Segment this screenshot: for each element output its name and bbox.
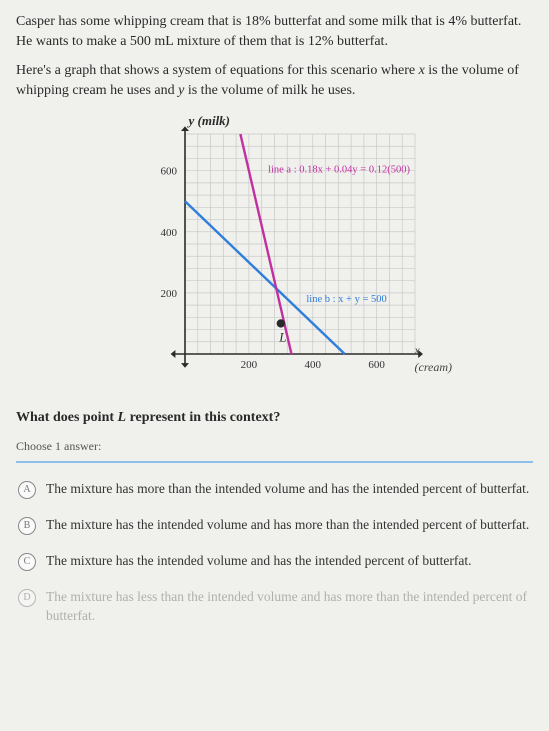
option-d-text: The mixture has less than the intended v… <box>46 587 531 626</box>
option-d[interactable]: D The mixture has less than the intended… <box>16 581 533 636</box>
svg-text:line a : 0.18x + 0.04y = 0.12(: line a : 0.18x + 0.04y = 0.12(500) <box>268 165 410 176</box>
p2a: Here's a graph that shows a system of eq… <box>16 63 419 78</box>
y-axis-label: y (milk) <box>189 112 231 130</box>
svg-text:L: L <box>278 330 286 345</box>
divider <box>16 461 533 463</box>
option-a[interactable]: A The mixture has more than the intended… <box>16 473 533 509</box>
problem-p2: Here's a graph that shows a system of eq… <box>16 61 533 100</box>
option-a-text: The mixture has more than the intended v… <box>46 479 529 499</box>
option-c-text: The mixture has the intended volume and … <box>46 551 471 571</box>
p2c: is the volume of milk he uses. <box>184 83 355 98</box>
point-name: L <box>118 410 127 425</box>
y-axis-label-text: y (milk) <box>189 113 231 128</box>
question: What does point L represent in this cont… <box>16 408 533 428</box>
svg-text:600: 600 <box>368 359 385 371</box>
choose-label: Choose 1 answer: <box>16 438 533 455</box>
option-c-bubble[interactable]: C <box>18 553 36 571</box>
option-b[interactable]: B The mixture has the intended volume an… <box>16 509 533 545</box>
chart-svg: 200 400 600 200 400 600 line a : 0.18x + 0.04y… <box>95 114 455 384</box>
x-axis-label-text: x (cream) <box>415 343 453 374</box>
option-b-bubble[interactable]: B <box>18 517 36 535</box>
x-axis-label: x (cream) <box>415 342 455 376</box>
option-c[interactable]: C The mixture has the intended volume an… <box>16 545 533 581</box>
svg-text:line b : x + y = 500: line b : x + y = 500 <box>306 294 386 305</box>
svg-text:400: 400 <box>304 359 321 371</box>
svg-text:400: 400 <box>160 227 177 239</box>
svg-text:600: 600 <box>160 166 177 178</box>
svg-text:200: 200 <box>240 359 257 371</box>
chart-container: y (milk) x (cream) 200 400 600 200 400 600 lin… <box>16 114 533 394</box>
problem-statement: Casper has some whipping cream that is 1… <box>16 12 533 100</box>
option-b-text: The mixture has the intended volume and … <box>46 515 529 535</box>
problem-p1: Casper has some whipping cream that is 1… <box>16 12 533 51</box>
svg-text:200: 200 <box>160 288 177 300</box>
question-suffix: represent in this context? <box>126 410 280 425</box>
chart: y (milk) x (cream) 200 400 600 200 400 600 lin… <box>95 114 455 394</box>
question-prefix: What does point <box>16 410 118 425</box>
option-d-bubble[interactable]: D <box>18 589 36 607</box>
option-a-bubble[interactable]: A <box>18 481 36 499</box>
